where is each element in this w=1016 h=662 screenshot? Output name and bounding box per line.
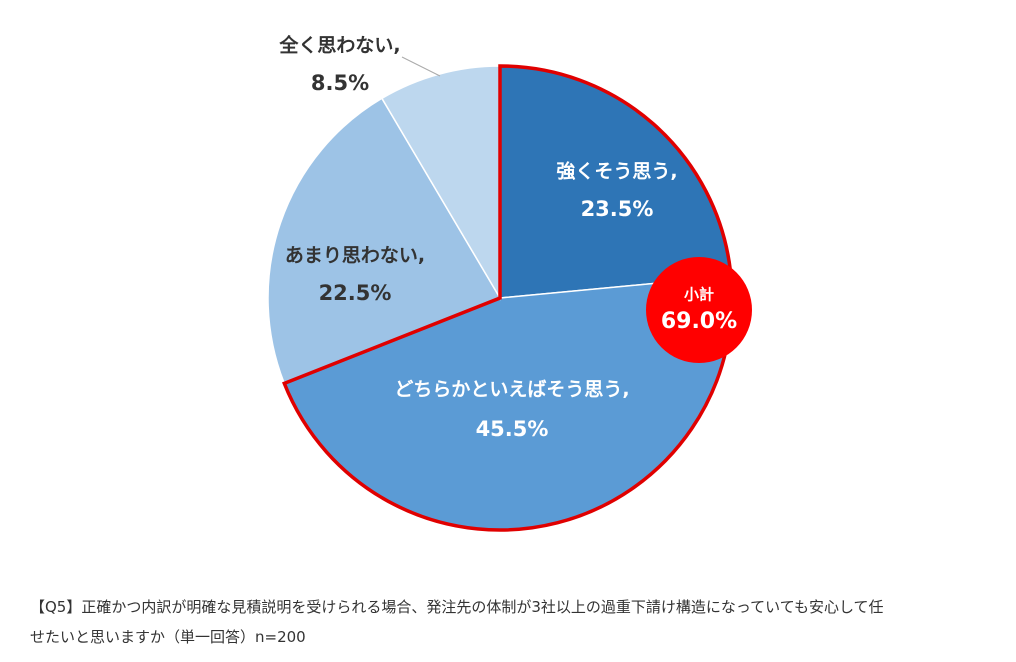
slice-value-3: 22.5% (319, 281, 392, 305)
subtotal-outline (282, 64, 734, 532)
caption-line-2: せたいと思いますか（単一回答）n=200 (30, 628, 306, 646)
pie-chart: 強くそう思う, 23.5% どちらかといえばそう思う, 45.5% あまり思わない, 22… (267, 34, 752, 532)
caption-line-1: 【Q5】正確かつ内訳が明確な見積説明を受けられる場合、発注先の体制が3社以上の過… (30, 598, 884, 616)
slice-label-3: あまり思わない, (285, 245, 425, 267)
slice-value-1: 23.5% (581, 197, 654, 221)
subtotal-badge (646, 257, 752, 363)
leader-line (401, 56, 441, 77)
subtotal-label: 小計 (684, 286, 714, 304)
slice-value-2: 45.5% (476, 417, 549, 441)
chart-caption: 【Q5】正確かつ内訳が明確な見積説明を受けられる場合、発注先の体制が3社以上の過… (30, 592, 980, 652)
slice-label-2: どちらかといえばそう思う, (394, 379, 629, 401)
pie-slice-4 (380, 65, 501, 301)
pie-slice-3 (267, 97, 502, 385)
slice-value-4: 8.5% (311, 71, 369, 95)
slice-label-1: 強くそう思う, (556, 161, 677, 183)
subtotal-value: 69.0% (661, 309, 737, 334)
slice-label-4: 全く思わない, (278, 34, 400, 57)
